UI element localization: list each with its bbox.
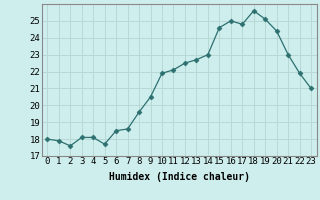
X-axis label: Humidex (Indice chaleur): Humidex (Indice chaleur) [109, 172, 250, 182]
